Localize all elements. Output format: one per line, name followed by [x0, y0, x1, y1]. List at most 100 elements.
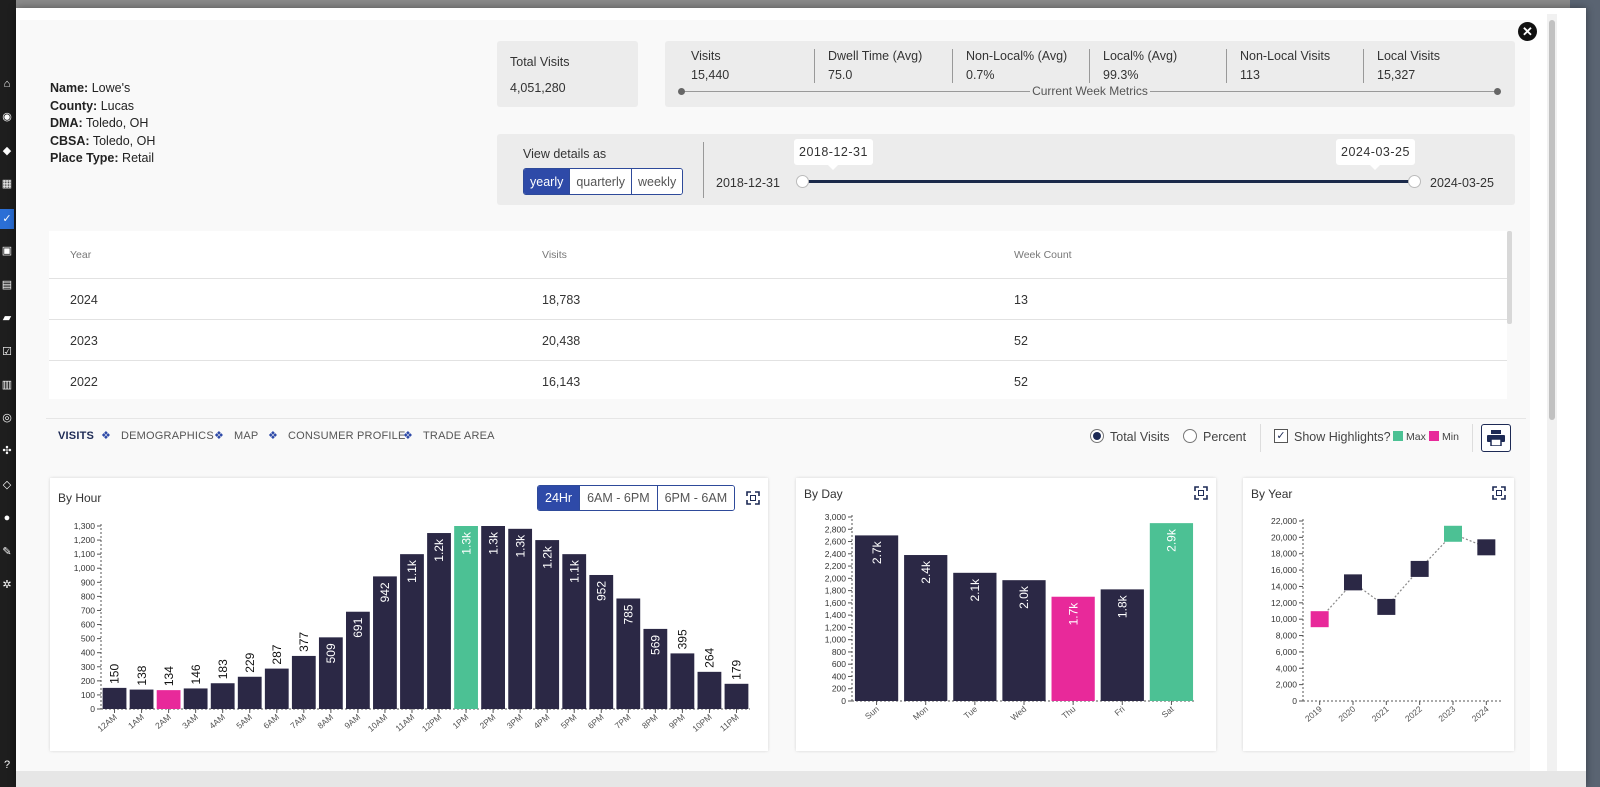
print-button[interactable] — [1481, 424, 1511, 452]
tab-map[interactable]: MAP — [234, 430, 259, 442]
document-icon[interactable]: ▤ — [1, 278, 13, 291]
x-tick-label: 10AM — [366, 712, 389, 734]
bar-value-label: 2.4k — [919, 560, 933, 584]
report-icon[interactable]: ▥ — [1, 378, 13, 391]
checklist-icon[interactable]: ☑ — [2, 345, 12, 358]
metric-non-local-pct: Non-Local% (Avg) 0.7% — [940, 49, 1077, 83]
bar — [904, 555, 948, 701]
table-row[interactable]: 2024 18,783 13 — [49, 279, 1507, 320]
metric-value: 75.0 — [828, 68, 853, 82]
cell-week-count: 52 — [1014, 375, 1028, 389]
close-button[interactable]: ✕ — [1518, 22, 1537, 41]
modal-scrollbar-thumb[interactable] — [1549, 20, 1555, 420]
max-swatch — [1393, 431, 1403, 441]
place-name: Lowe's — [91, 81, 131, 95]
cell-year: 2023 — [70, 334, 98, 348]
bar-value-label: 134 — [162, 666, 176, 686]
y-tick-label: 300 — [81, 662, 95, 672]
data-point — [1444, 525, 1462, 542]
y-tick-label: 400 — [832, 671, 846, 681]
show-highlights-checkbox[interactable]: ✓ — [1274, 429, 1288, 443]
range-start-handle[interactable] — [796, 175, 809, 188]
x-tick-label: 2023 — [1436, 704, 1457, 724]
bar-value-label: 264 — [703, 647, 717, 667]
bar-value-label: 942 — [378, 582, 392, 602]
weekly-button[interactable]: weekly — [631, 169, 683, 194]
quarterly-button[interactable]: quarterly — [570, 169, 632, 194]
filter-6am-6pm-button[interactable]: 6AM - 6PM — [580, 486, 658, 510]
y-tick-label: 1,800 — [825, 586, 847, 596]
bar — [210, 683, 235, 709]
analytics-icon[interactable]: ✓ — [0, 209, 14, 229]
col-header-week-count[interactable]: Week Count — [1014, 249, 1072, 261]
bar — [670, 653, 695, 709]
tab-demographics[interactable]: DEMOGRAPHICS — [121, 430, 214, 442]
data-point — [1344, 574, 1362, 591]
bar-value-label: 1.2k — [540, 545, 554, 569]
user-icon[interactable]: ● — [3, 511, 11, 524]
col-header-year[interactable]: Year — [70, 249, 92, 261]
tab-separator-icon: ❖ — [101, 430, 111, 442]
tab-trade-area[interactable]: TRADE AREA — [423, 430, 495, 442]
yearly-button[interactable]: yearly — [524, 169, 571, 194]
y-tick-label: 12,000 — [1271, 598, 1297, 608]
network-icon[interactable]: ✣ — [2, 444, 12, 457]
bar-value-label: 183 — [216, 659, 230, 679]
building-icon[interactable]: ▣ — [1, 244, 13, 257]
expand-icon[interactable] — [746, 491, 760, 505]
divider — [1260, 424, 1261, 452]
help-icon[interactable]: ? — [3, 758, 11, 771]
y-tick-label: 200 — [832, 684, 846, 694]
bar-value-label: 287 — [270, 644, 284, 664]
pin-icon[interactable]: ◆ — [2, 144, 12, 157]
metric-divider — [1363, 49, 1364, 83]
left-nav-rail: ⌂ ◉ ◆ ▦ ✓ ▣ ▤ ▰ ☑ ▥ ◎ ✣ ◇ ● ✎ ✲ ? — [0, 0, 16, 787]
x-tick-label: 5AM — [234, 712, 254, 731]
filter-6pm-6am-button[interactable]: 6PM - 6AM — [657, 486, 735, 510]
tab-visits[interactable]: VISITS — [58, 430, 95, 442]
metric-local-pct: Local% (Avg) 99.3% — [1077, 49, 1214, 83]
route-icon[interactable]: ◇ — [2, 478, 12, 491]
printer-icon — [1487, 430, 1505, 446]
by-hour-title: By Hour — [58, 491, 102, 505]
table-row[interactable]: 2022 16,143 52 — [49, 361, 1507, 399]
x-tick-label: 6PM — [586, 712, 606, 731]
bar-value-label: 569 — [649, 635, 663, 655]
y-tick-label: 1,000 — [825, 635, 847, 645]
total-visits-radio[interactable] — [1090, 429, 1104, 443]
y-tick-label: 1,300 — [74, 521, 96, 531]
date-range-slider-track[interactable] — [803, 180, 1415, 183]
bar — [183, 688, 208, 709]
compass-icon[interactable]: ◉ — [2, 110, 12, 123]
range-end-handle[interactable] — [1408, 175, 1421, 188]
y-tick-label: 900 — [81, 577, 95, 587]
bar-value-label: 138 — [135, 665, 149, 685]
expand-icon[interactable] — [1194, 486, 1208, 500]
bar-value-label: 2.1k — [968, 578, 982, 602]
y-tick-label: 2,000 — [825, 573, 847, 583]
grid-icon[interactable]: ▦ — [1, 177, 13, 190]
total-visits-label: Total Visits — [510, 55, 570, 69]
expand-icon[interactable] — [1492, 486, 1506, 500]
x-tick-label: Sun — [863, 704, 881, 722]
y-tick-label: 3,000 — [825, 512, 847, 522]
percent-radio[interactable] — [1183, 429, 1197, 443]
col-header-visits[interactable]: Visits — [542, 249, 567, 261]
table-row[interactable]: 2023 20,438 52 — [49, 320, 1507, 361]
brush-icon[interactable]: ▰ — [2, 311, 12, 324]
settings-icon[interactable]: ✲ — [2, 578, 12, 591]
x-tick-label: Mon — [911, 704, 930, 722]
tab-consumer-profile[interactable]: CONSUMER PROFILE — [288, 430, 406, 442]
total-visits-radio-label: Total Visits — [1110, 430, 1170, 444]
cbsa-label: CBSA: — [50, 133, 90, 148]
tools-icon[interactable]: ✎ — [2, 545, 12, 558]
bar-value-label: 146 — [189, 664, 203, 684]
metric-value: 99.3% — [1103, 68, 1139, 82]
percent-radio-label: Percent — [1203, 430, 1247, 444]
filter-24hr-button[interactable]: 24Hr — [538, 486, 581, 510]
table-scrollbar[interactable] — [1507, 231, 1512, 324]
x-tick-label: 9AM — [342, 712, 362, 731]
target-icon[interactable]: ◎ — [2, 411, 12, 424]
home-icon[interactable]: ⌂ — [3, 77, 11, 90]
y-tick-label: 2,800 — [825, 524, 847, 534]
